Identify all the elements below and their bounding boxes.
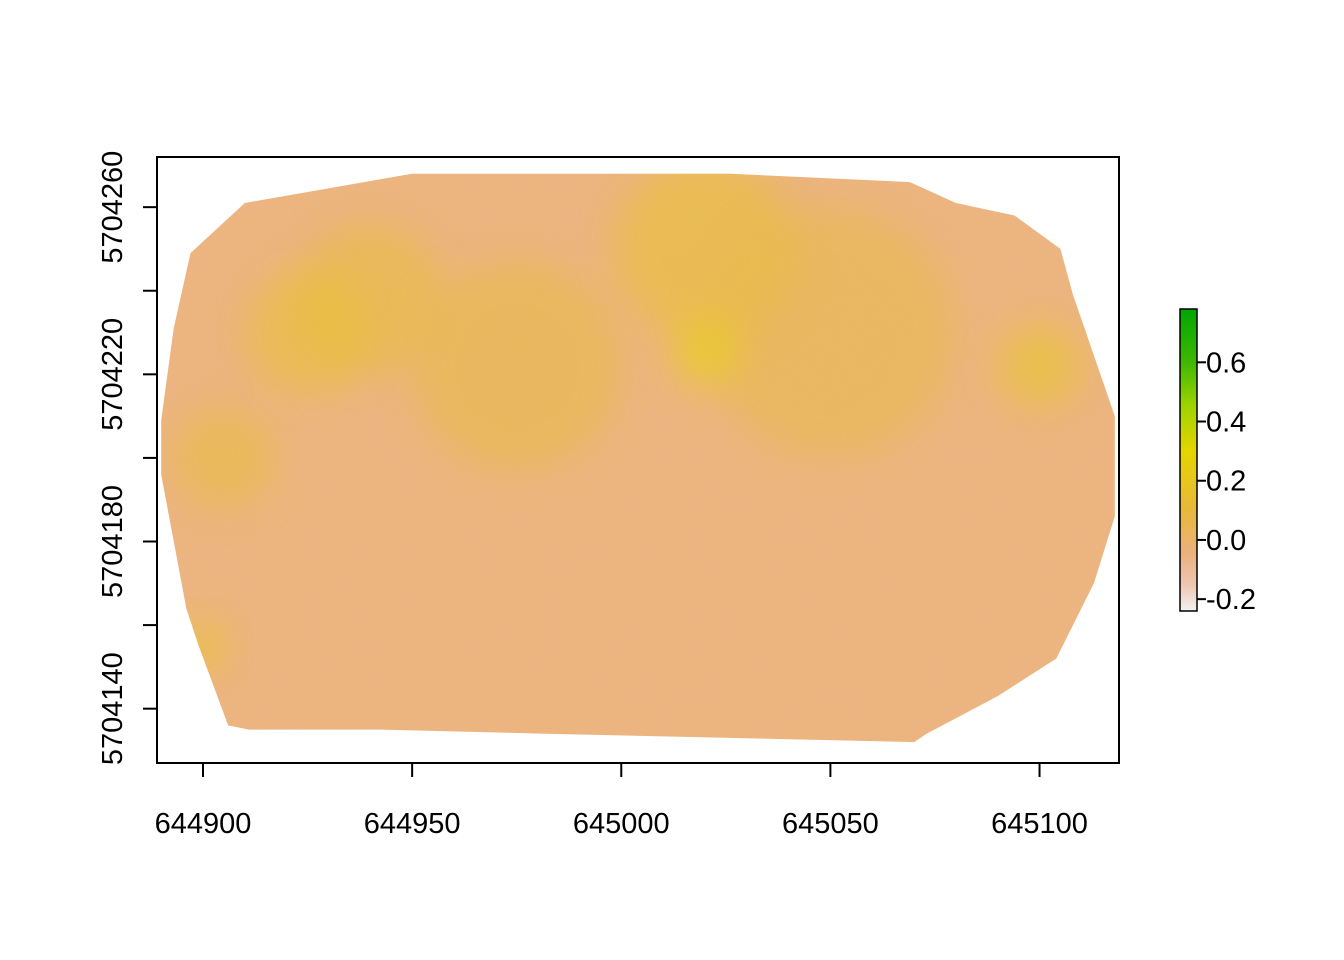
raster-image <box>161 173 1115 743</box>
colorbar-tick-label: 0.4 <box>1206 407 1246 439</box>
colorbar-tick-label: 0.2 <box>1206 466 1246 498</box>
raster-texture <box>161 173 1115 743</box>
x-tick-label: 645050 <box>782 808 879 840</box>
x-axis: 644900 644950 645000 645050 645100 <box>155 762 1088 840</box>
x-tick-label: 644900 <box>155 808 252 840</box>
y-tick-label: 5704260 <box>97 151 129 264</box>
color-legend: -0.2 0.0 0.2 0.4 0.6 <box>1179 308 1256 616</box>
colorbar-tick-label: -0.2 <box>1206 584 1256 616</box>
x-tick-label: 645000 <box>573 808 670 840</box>
colorbar <box>1179 308 1198 612</box>
y-tick-label: 5704180 <box>97 485 129 598</box>
y-tick-label: 5704220 <box>97 318 129 431</box>
raster-grain <box>161 173 1115 743</box>
y-tick-label: 5704140 <box>97 652 129 765</box>
colorbar-tick-label: 0.6 <box>1206 347 1246 379</box>
colorbar-tick-label: 0.0 <box>1206 525 1246 557</box>
x-tick-label: 644950 <box>364 808 461 840</box>
y-axis: 5704140 5704180 5704220 5704260 <box>97 151 158 765</box>
x-tick-label: 645100 <box>991 808 1088 840</box>
